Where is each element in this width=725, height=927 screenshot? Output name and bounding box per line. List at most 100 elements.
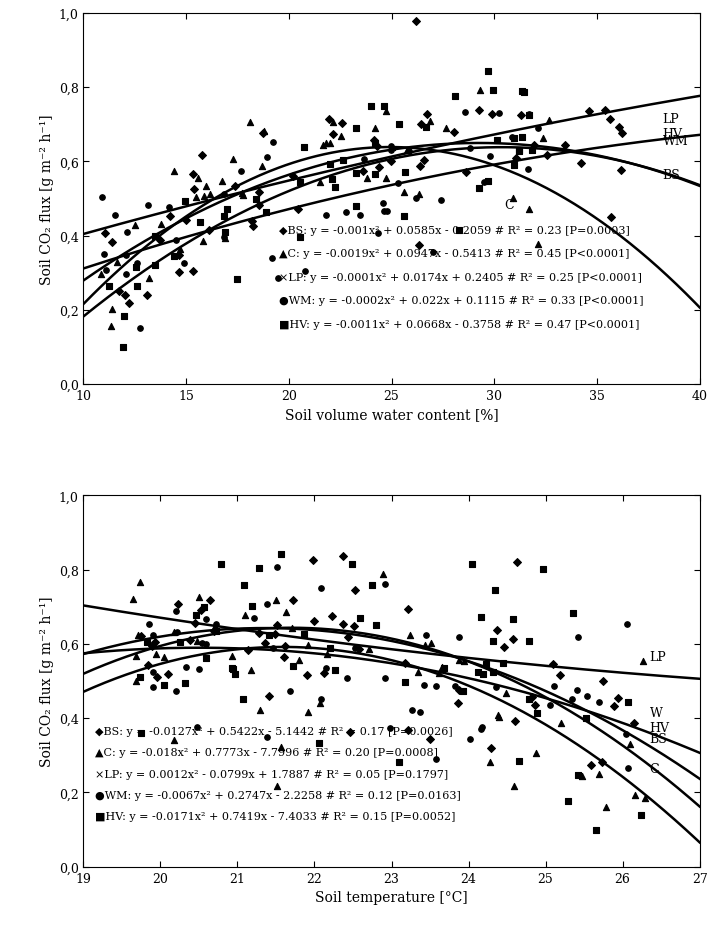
Point (484, 755, 495, 769)
Point (624, 91, 636, 106)
Point (385, 139, 397, 154)
Point (168, 249, 180, 264)
Text: ▲C: y = -0.0019x² + 0.0947x - 0.5413 # R² = 0.45 [P<0.0001]: ▲C: y = -0.0019x² + 0.0947x - 0.5413 # R… (278, 249, 629, 260)
Point (453, 630, 465, 645)
Point (134, 322, 146, 337)
Point (154, 234, 166, 248)
Point (191, 634, 202, 649)
Point (623, 100, 634, 115)
Point (421, 108, 433, 122)
Point (616, 126, 627, 141)
Point (613, 121, 625, 135)
Point (629, 788, 641, 803)
Point (493, 709, 505, 724)
Point (386, 140, 397, 155)
Point (342, 629, 354, 644)
Point (523, 202, 535, 217)
Point (196, 148, 208, 163)
Point (433, 667, 444, 681)
Point (394, 118, 405, 133)
Point (622, 760, 634, 775)
Point (197, 643, 209, 658)
Point (350, 121, 362, 136)
Point (320, 661, 331, 676)
Point (529, 698, 540, 713)
Point (315, 692, 327, 706)
Point (270, 592, 282, 607)
Point (513, 754, 524, 768)
Point (336, 129, 347, 144)
Point (130, 674, 142, 689)
Point (299, 222, 311, 236)
Point (466, 557, 478, 572)
Point (498, 640, 510, 654)
Point (132, 629, 144, 643)
Point (571, 683, 582, 698)
Point (599, 705, 610, 719)
Point (365, 99, 377, 114)
Point (328, 551, 340, 565)
Point (107, 302, 118, 317)
Point (459, 105, 471, 120)
Point (494, 107, 505, 121)
Point (96, 267, 107, 282)
Point (458, 654, 470, 668)
Point (187, 573, 199, 588)
Point (424, 114, 436, 129)
Point (220, 226, 231, 241)
Point (473, 182, 484, 197)
Point (523, 108, 534, 122)
Point (258, 124, 270, 139)
Point (236, 165, 247, 180)
Point (280, 639, 291, 654)
Point (562, 794, 573, 808)
Point (490, 679, 502, 694)
Point (270, 168, 282, 183)
Point (595, 141, 607, 156)
Point (190, 608, 202, 623)
Point (518, 86, 530, 101)
Point (120, 248, 131, 263)
Point (419, 639, 431, 654)
Point (136, 700, 147, 715)
Point (135, 726, 146, 741)
Point (539, 141, 551, 156)
Point (298, 140, 310, 155)
Point (204, 593, 216, 608)
Point (398, 210, 410, 224)
Point (639, 791, 650, 806)
Point (247, 220, 259, 235)
Point (492, 707, 504, 722)
Point (267, 641, 278, 655)
Point (168, 732, 180, 747)
Point (605, 210, 617, 225)
Point (194, 654, 205, 668)
Point (191, 229, 202, 244)
Point (175, 635, 186, 650)
Point (366, 166, 378, 181)
Point (196, 603, 207, 618)
Point (488, 634, 500, 649)
Point (394, 755, 405, 769)
Point (349, 641, 361, 656)
Point (175, 224, 186, 239)
Y-axis label: Soil CO₂ flux [g m⁻² h⁻¹]: Soil CO₂ flux [g m⁻² h⁻¹] (41, 596, 54, 767)
Point (424, 731, 436, 746)
Point (132, 279, 144, 294)
Point (533, 164, 544, 179)
Point (248, 611, 260, 626)
Point (149, 634, 161, 649)
Point (210, 708, 222, 723)
Point (328, 116, 339, 131)
Text: C: C (505, 198, 514, 211)
Point (350, 199, 362, 214)
Point (141, 635, 153, 650)
Point (482, 65, 494, 80)
Point (287, 593, 299, 608)
Point (135, 629, 146, 643)
Point (164, 210, 175, 224)
Point (373, 160, 385, 175)
Point (271, 617, 283, 632)
Point (307, 137, 319, 152)
Point (618, 50, 629, 65)
